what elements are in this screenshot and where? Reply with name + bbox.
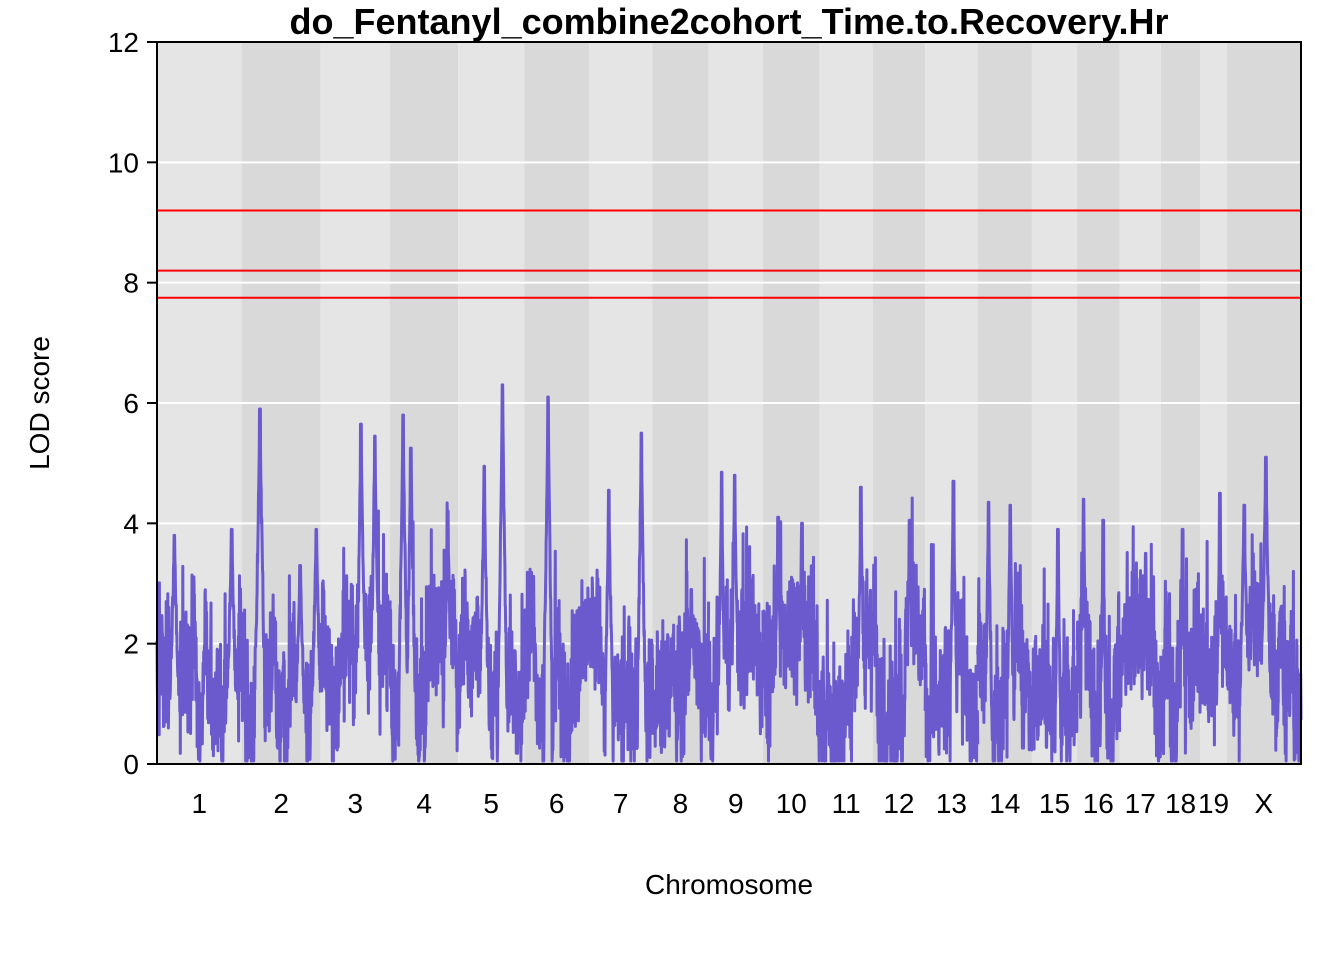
- lod-line-chr-2: [240, 407, 323, 763]
- x-tick-label-13: 13: [936, 788, 967, 819]
- chart-title: do_Fentanyl_combine2cohort_Time.to.Recov…: [290, 1, 1169, 42]
- x-tick-label-11: 11: [832, 788, 861, 819]
- lod-line-chr-8: [650, 538, 711, 763]
- y-tick-label-10: 10: [108, 147, 139, 178]
- lod-line-chr-12: [871, 496, 927, 763]
- x-tick-label-10: 10: [776, 788, 807, 819]
- lod-line-chr-14: [976, 500, 1034, 763]
- lod-line-chr-16: [1075, 497, 1122, 763]
- x-tick-label-3: 3: [348, 788, 364, 819]
- lod-line-chr-11: [818, 485, 875, 763]
- x-tick-label-8: 8: [673, 788, 689, 819]
- x-tick-label-19: 19: [1198, 788, 1229, 819]
- x-tick-label-4: 4: [416, 788, 432, 819]
- y-tick-label-0: 0: [123, 749, 139, 780]
- lod-line-chr-7: [587, 431, 654, 763]
- x-axis-ticks: 1 2 3 4 5 6 7 8 9 10 11 12 13 14 15 16 17 18 19 X: [192, 788, 1274, 819]
- lod-line-chr-18: [1159, 527, 1202, 763]
- lod-line-chr-9: [707, 470, 765, 763]
- y-tick-label-6: 6: [123, 388, 139, 419]
- y-axis-label: LOD score: [24, 336, 55, 470]
- lod-line-chr-1: [155, 527, 244, 763]
- y-tick-label-12: 12: [108, 27, 139, 58]
- lod-line-chr-6: [522, 395, 591, 763]
- lod-line-chr-17: [1118, 525, 1163, 763]
- lod-line-chr-13: [923, 479, 980, 763]
- y-axis-ticks: 0 2 4 6 8 10 12: [108, 27, 157, 780]
- lod-line-chr-5: [456, 383, 526, 763]
- x-tick-label-12: 12: [883, 788, 914, 819]
- x-tick-label-16: 16: [1083, 788, 1114, 819]
- x-tick-label-14: 14: [989, 788, 1020, 819]
- x-tick-label-17: 17: [1125, 788, 1156, 819]
- lod-line-chr-15: [1030, 527, 1079, 763]
- x-tick-label-9: 9: [728, 788, 744, 819]
- lod-line-chr-4: [388, 413, 460, 763]
- threshold-lines: [157, 209, 1301, 299]
- x-tick-label-7: 7: [613, 788, 629, 819]
- x-axis-label: Chromosome: [645, 869, 813, 900]
- x-tick-label-X: X: [1255, 788, 1274, 819]
- x-tick-label-15: 15: [1039, 788, 1070, 819]
- x-tick-label-18: 18: [1165, 788, 1196, 819]
- x-tick-label-1: 1: [192, 788, 208, 819]
- lod-line-chr-X: [1225, 455, 1303, 763]
- y-tick-label-8: 8: [123, 268, 139, 299]
- x-tick-label-5: 5: [483, 788, 499, 819]
- lod-line-chr-19: [1198, 491, 1229, 747]
- x-tick-label-6: 6: [549, 788, 565, 819]
- lod-line-chr-10: [761, 515, 822, 763]
- y-tick-label-2: 2: [123, 629, 139, 660]
- y-tick-label-4: 4: [123, 508, 139, 539]
- lod-line-chr-3: [319, 422, 392, 763]
- lod-series: [155, 383, 1303, 763]
- x-tick-label-2: 2: [273, 788, 289, 819]
